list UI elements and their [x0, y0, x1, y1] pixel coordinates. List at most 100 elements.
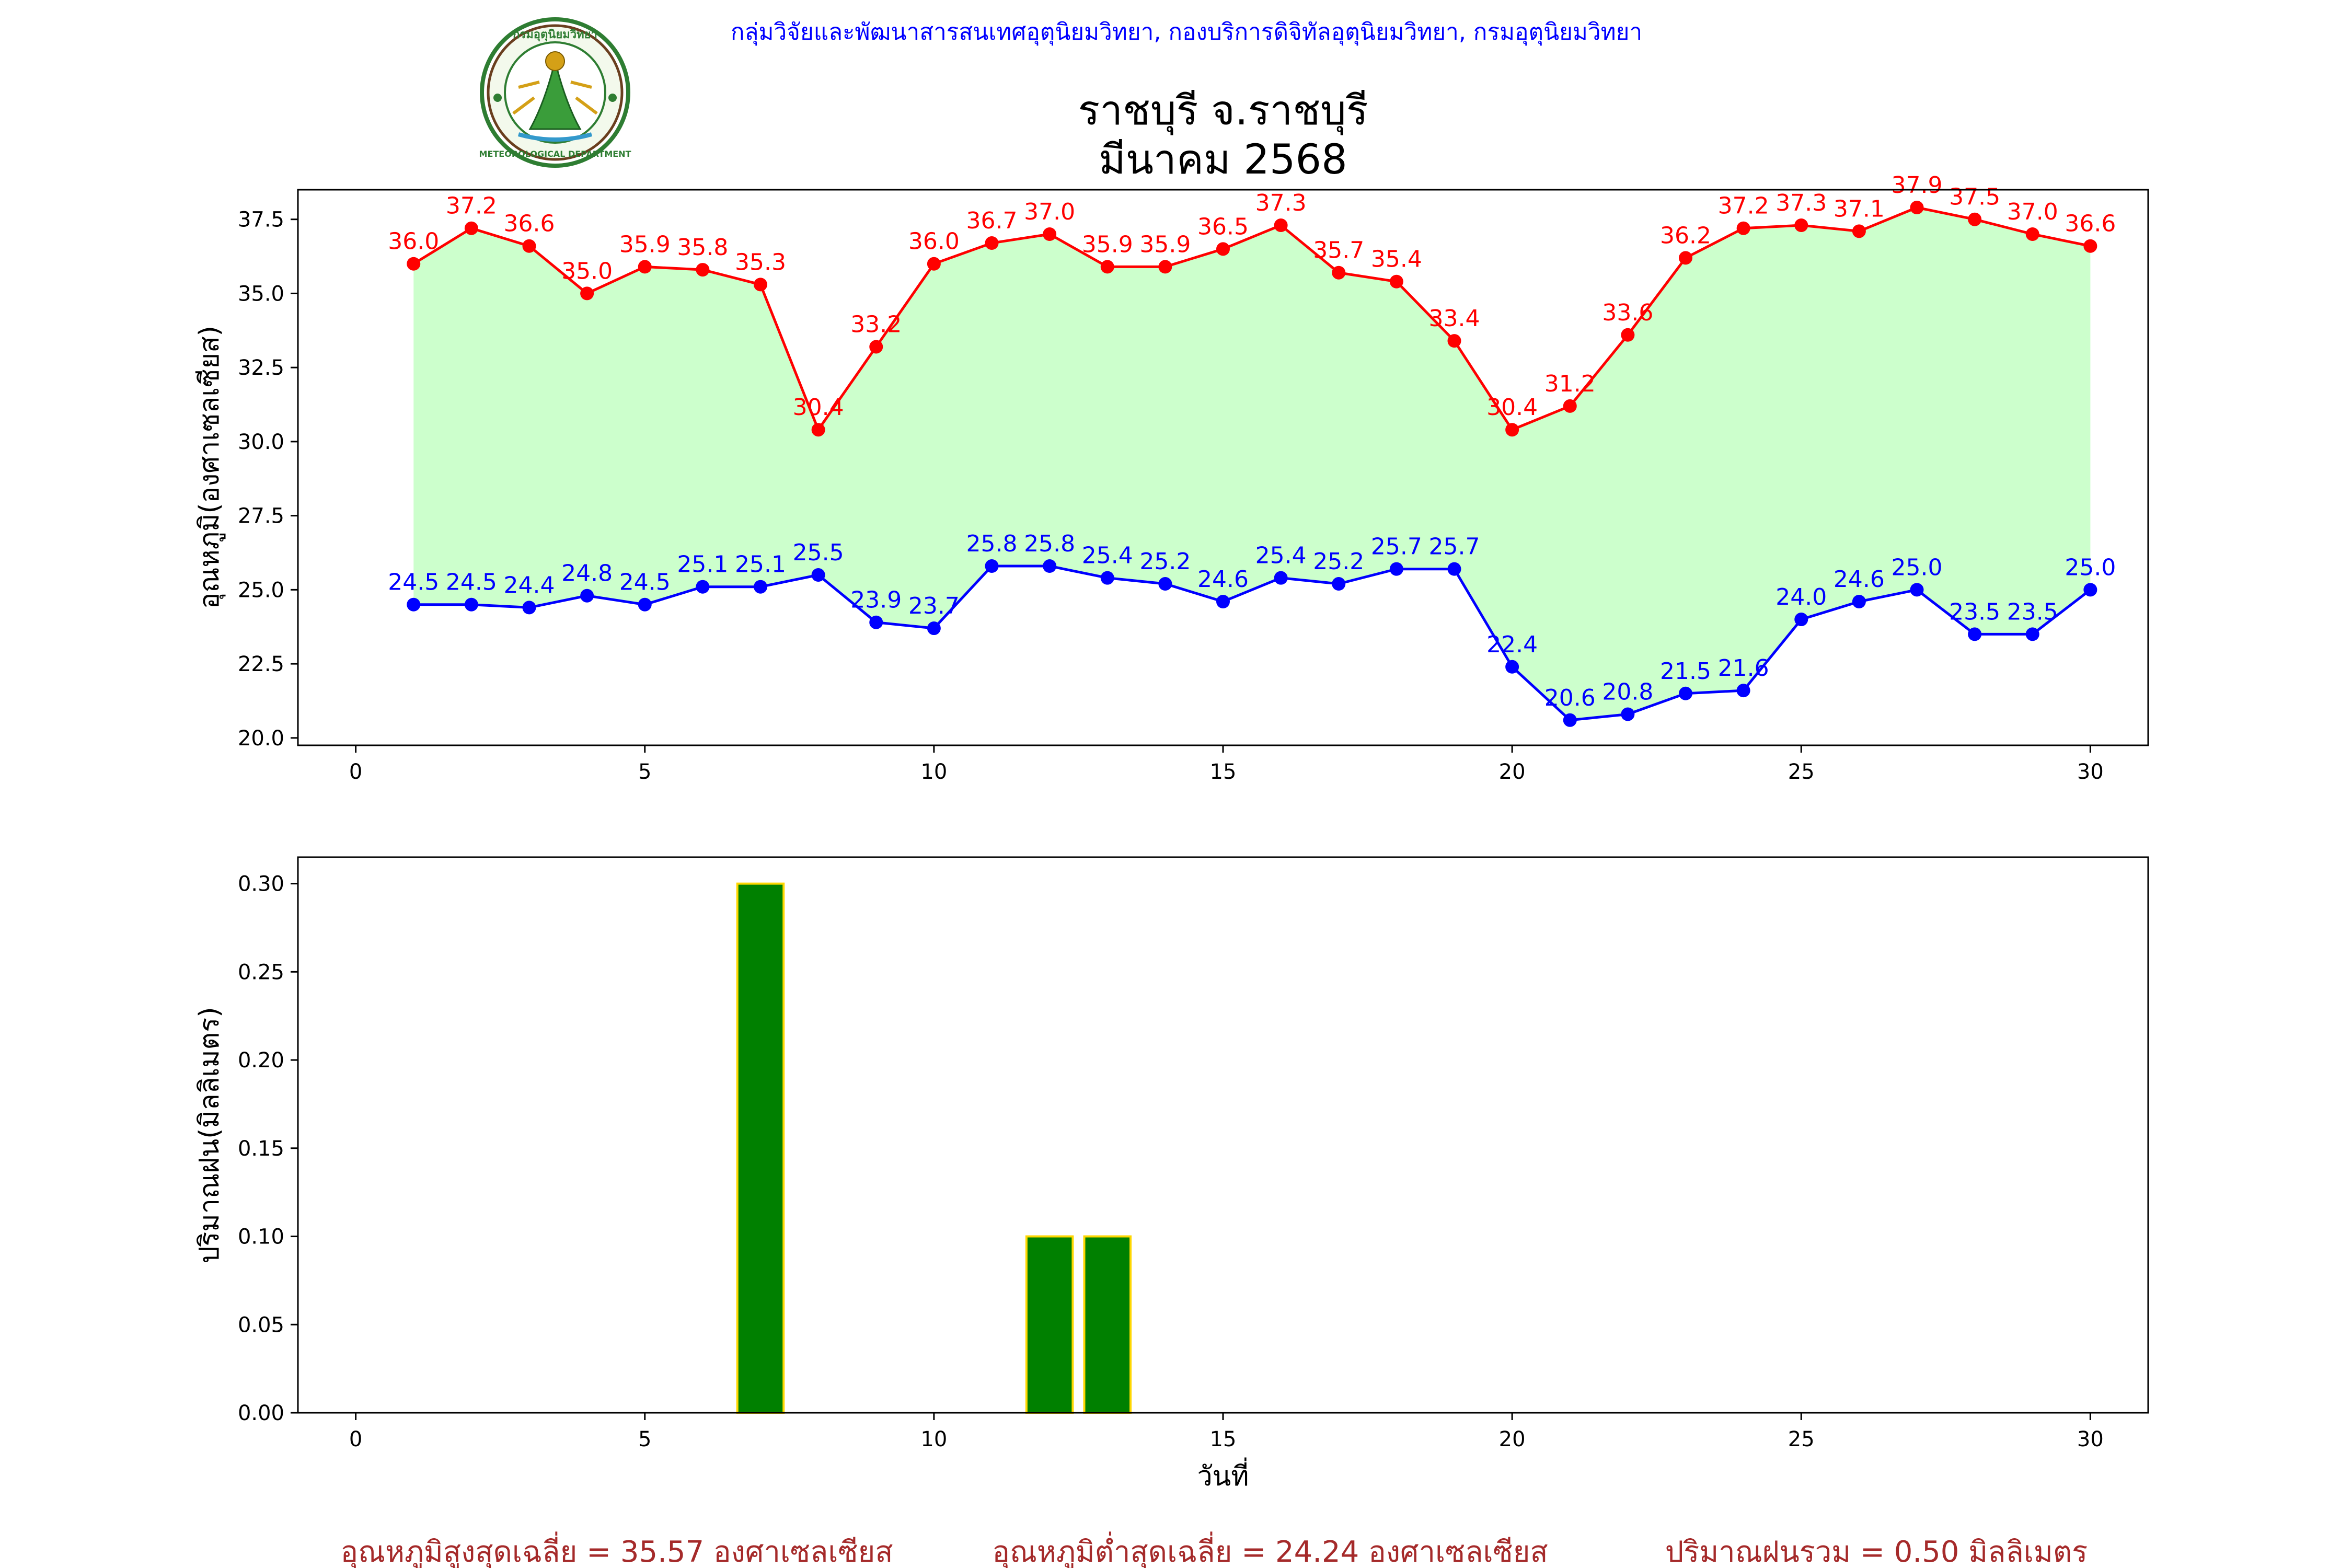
tmax-point [580, 286, 594, 301]
tmin-line [413, 564, 2091, 722]
tmin-point [1910, 583, 1924, 597]
tmax-data-label: 30.4 [793, 394, 844, 421]
tmin-point [1447, 562, 1461, 576]
tmax-point [1447, 334, 1461, 348]
tmax-data-label: 36.6 [504, 211, 555, 237]
temperature-y-tick-label: 30.0 [238, 430, 284, 454]
temperature-y-tick-label: 25.0 [238, 578, 284, 602]
tmax-point [1794, 218, 1808, 233]
tmax-point [985, 236, 999, 250]
tmin-point [1968, 627, 1982, 641]
tmin-point [985, 559, 999, 573]
temperature-y-tick-label: 27.5 [238, 504, 284, 528]
tmin-point [407, 597, 421, 612]
tmax-data-label: 30.4 [1486, 394, 1538, 421]
tmax-data-label: 37.9 [1892, 172, 1943, 199]
tmin-point [811, 568, 825, 582]
temperature-x-tick-label: 20 [1499, 760, 1526, 784]
rainfall-bar [736, 882, 785, 1414]
tmax-data-label: 35.9 [619, 231, 671, 258]
rainfall-bar [1025, 1235, 1074, 1414]
tmax-point [696, 263, 710, 277]
tmin-data-label: 24.8 [561, 560, 613, 587]
tmax-data-label: 35.3 [735, 249, 786, 275]
tmin-data-label: 25.5 [793, 539, 844, 566]
tmax-data-label: 35.9 [1139, 231, 1191, 258]
tmin-point [1332, 577, 1346, 591]
tmin-point [1389, 562, 1403, 576]
tmax-data-label: 36.2 [1660, 222, 1711, 249]
tmax-point [1158, 260, 1172, 274]
tmin-data-label: 23.7 [908, 593, 960, 619]
rainfall-x-tick-label: 20 [1499, 1427, 1526, 1451]
rainfall-x-tick-label: 30 [2077, 1427, 2104, 1451]
tmax-point [1216, 242, 1230, 256]
tmin-data-label: 25.7 [1371, 534, 1422, 560]
rainfall-x-axis-label: วันที่ [1197, 1457, 1249, 1492]
rainfall-y-tick-label: 0.15 [238, 1137, 284, 1161]
rainfall-y-tick-label: 0.20 [238, 1048, 284, 1073]
tmin-data-label: 24.0 [1775, 584, 1827, 610]
tmin-point [1852, 595, 1866, 609]
tmax-point [1621, 328, 1635, 342]
tmax-data-label: 36.6 [2065, 211, 2116, 237]
tmax-data-label: 35.9 [1082, 231, 1133, 258]
tmin-data-label: 24.6 [1834, 566, 1885, 593]
tmax-data-label: 33.6 [1602, 299, 1653, 326]
tmin-data-label: 25.0 [2065, 554, 2116, 581]
tmax-point [1505, 423, 1519, 437]
tmax-point [1389, 274, 1403, 289]
tmin-point [522, 601, 536, 615]
tmin-data-label: 22.4 [1486, 631, 1538, 658]
rainfall-plot-area [298, 857, 2148, 1413]
tmin-point [464, 597, 478, 612]
tmax-data-label: 33.4 [1429, 305, 1480, 332]
temperature-x-tick-label: 10 [920, 760, 947, 784]
avg-min-temp-stat: อุณหภูมิต่ำสุดเฉลี่ย = 24.24 องศาเซลเซีย… [992, 1531, 1548, 1568]
tmax-point [1679, 251, 1692, 265]
tmin-point [2083, 583, 2097, 597]
tmax-data-label: 37.0 [2007, 199, 2058, 225]
tmax-point [1332, 266, 1346, 280]
tmax-point [1100, 260, 1114, 274]
tmin-point [1505, 660, 1519, 674]
tmax-point [1274, 218, 1288, 233]
tmin-data-label: 21.5 [1660, 658, 1711, 685]
tmin-data-label: 21.6 [1718, 655, 1769, 682]
rainfall-chart: 0 5 10 15 20 25 30 0.00 0.05 0.10 0.15 0.20 0.25 0.3… [194, 856, 2149, 1492]
rainfall-y-tick-label: 0.30 [238, 872, 284, 896]
tmax-point [407, 257, 421, 271]
tmin-point [869, 615, 883, 629]
tmin-data-label: 25.2 [1139, 548, 1191, 575]
tmax-point [811, 423, 825, 437]
tmax-point [1910, 201, 1924, 215]
tmax-line [412, 206, 2091, 433]
temperature-y-tick-label: 37.5 [238, 208, 284, 232]
rainfall-y-axis-label: ปริมาณฝน(มิลลิเมตร) [194, 1007, 225, 1263]
tmin-data-label: 25.0 [1892, 554, 1943, 581]
tmax-data-label: 35.0 [561, 258, 613, 284]
temperature-range-fill [413, 207, 2091, 720]
tmin-data-label: 24.4 [504, 572, 555, 598]
temperature-x-tick-label: 5 [638, 760, 651, 784]
rainfall-x-tick-label: 5 [638, 1427, 651, 1451]
tmax-point [1043, 227, 1057, 241]
tmin-point [1158, 577, 1172, 591]
tmin-data-label: 24.5 [619, 569, 671, 596]
tmin-data-label: 25.7 [1429, 534, 1480, 560]
tmax-data-label: 36.7 [966, 207, 1018, 234]
temperature-y-tick-label: 22.5 [238, 652, 284, 676]
tmax-data-label: 37.3 [1255, 190, 1307, 216]
temperature-y-tick-label: 35.0 [238, 282, 284, 306]
tmin-data-label: 23.9 [850, 587, 902, 614]
tmin-point [1216, 595, 1230, 609]
tmax-data-label: 37.2 [446, 193, 497, 220]
tmax-data-label: 35.4 [1371, 246, 1422, 273]
tmin-point [696, 580, 710, 594]
tmin-point [1621, 707, 1635, 721]
tmin-point [754, 580, 767, 594]
tmin-data-label: 25.4 [1082, 543, 1133, 569]
department-logo: METEOROLOGICAL DEPARTMENT กรมอุตุนิยมวิท… [479, 17, 631, 168]
tmax-point [1968, 212, 1982, 226]
